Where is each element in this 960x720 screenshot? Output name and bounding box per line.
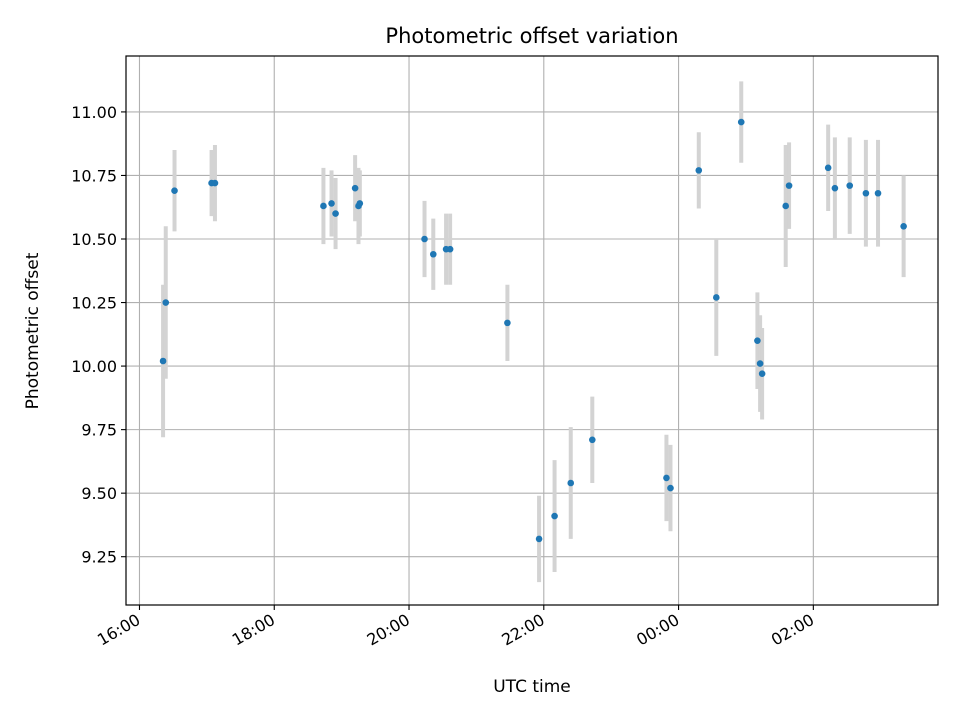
data-point <box>159 357 167 365</box>
plot-frame <box>125 55 939 606</box>
x-axis-title: UTC time <box>493 677 571 697</box>
data-point <box>589 436 596 444</box>
data-point <box>782 202 790 210</box>
y-tick-label: 11.00 <box>71 103 117 122</box>
data-point <box>862 189 870 197</box>
y-tick-label: 10.00 <box>71 357 117 376</box>
data-points <box>159 118 907 543</box>
y-tick-label: 9.25 <box>81 548 117 567</box>
data-point <box>846 182 854 189</box>
data-point <box>737 118 745 126</box>
data-point <box>162 299 170 306</box>
y-tick-label: 10.75 <box>71 166 117 185</box>
data-point <box>831 184 839 192</box>
y-axis-title: Photometric offset <box>23 252 43 409</box>
data-point <box>211 179 219 187</box>
data-point <box>900 222 907 230</box>
data-point <box>356 200 364 207</box>
y-tick-label: 10.50 <box>71 230 117 249</box>
data-point <box>320 202 327 210</box>
data-point <box>758 370 766 378</box>
data-point <box>551 512 558 520</box>
data-point <box>754 337 761 344</box>
data-point <box>567 479 575 487</box>
data-point <box>332 210 339 217</box>
data-point <box>785 182 793 189</box>
data-point <box>874 189 882 197</box>
data-point <box>535 535 543 543</box>
data-point <box>328 200 335 207</box>
data-point <box>756 360 764 367</box>
data-point <box>446 245 454 253</box>
data-point <box>171 187 178 195</box>
data-point <box>429 250 437 258</box>
y-axis-ticks: 9.25 9.50 9.75 10.00 10.25 10.50 10.75 11.00 <box>71 103 126 567</box>
data-point <box>824 164 832 172</box>
data-point <box>667 484 674 492</box>
data-point <box>713 294 720 301</box>
data-point <box>351 184 359 192</box>
data-point <box>695 167 703 174</box>
y-tick-label: 9.50 <box>81 484 117 503</box>
y-tick-label: 10.25 <box>71 294 117 313</box>
data-point <box>663 474 670 482</box>
data-point <box>421 235 428 243</box>
grid-lines <box>126 56 938 605</box>
data-point <box>504 319 511 327</box>
chart-title: Photometric offset variation <box>385 24 678 48</box>
y-tick-label: 9.75 <box>81 421 117 440</box>
plot-area <box>126 56 938 605</box>
